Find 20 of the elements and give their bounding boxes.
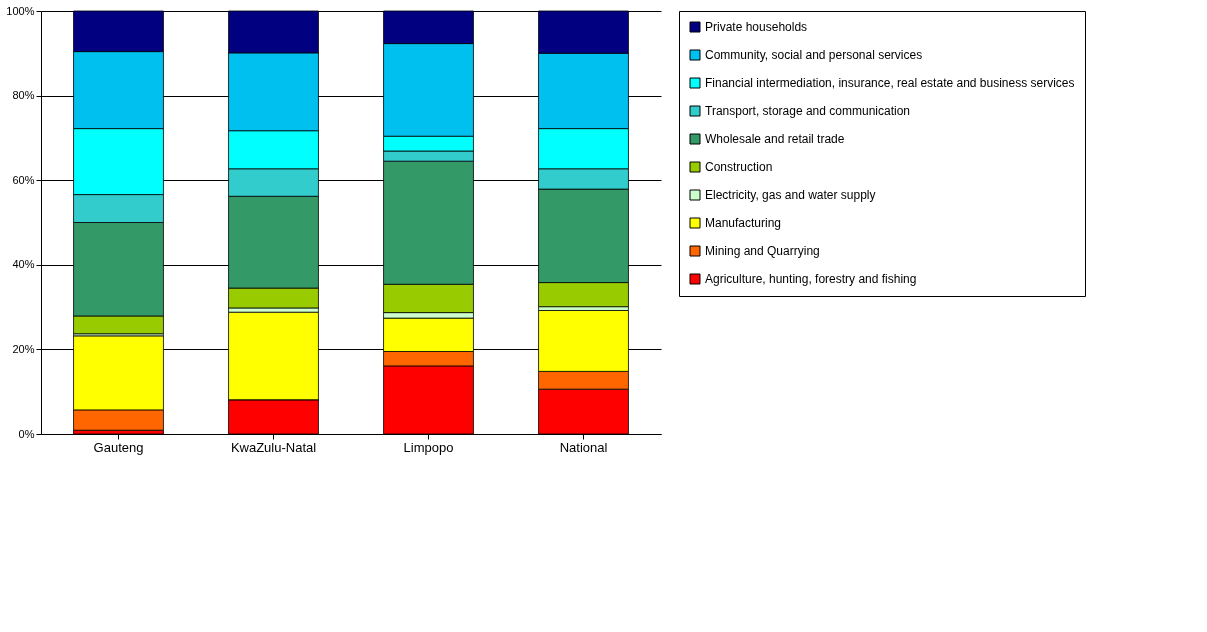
y-tick-label: 0% xyxy=(18,427,35,440)
y-tick-label: 20% xyxy=(12,342,35,355)
legend-label: Construction xyxy=(705,160,773,174)
x-tick-label: KwaZulu-Natal xyxy=(230,439,317,455)
legend-label: Transport, storage and communication xyxy=(705,104,910,118)
legend-label: Agriculture, hunting, forestry and fishing xyxy=(705,272,917,286)
legend-label: Community, social and personal services xyxy=(705,48,923,62)
legend-label: Manufacturing xyxy=(705,216,782,230)
x-tick-label: National xyxy=(559,439,608,455)
x-tick-label: Gauteng xyxy=(93,439,144,455)
legend-label: Private households xyxy=(705,20,808,34)
y-tick-label: 40% xyxy=(12,258,35,271)
legend-label: Financial intermediation, insurance, real estate and business services xyxy=(705,76,1075,90)
legend-label: Electricity, gas and water supply xyxy=(705,188,876,202)
y-tick-label: 100% xyxy=(6,4,35,17)
y-tick-label: 60% xyxy=(12,173,35,186)
legend-label: Wholesale and retail trade xyxy=(705,132,845,146)
y-tick-label: 80% xyxy=(12,89,35,102)
legend-label: Mining and Quarrying xyxy=(705,244,820,258)
x-tick-label: Limpopo xyxy=(403,439,454,455)
